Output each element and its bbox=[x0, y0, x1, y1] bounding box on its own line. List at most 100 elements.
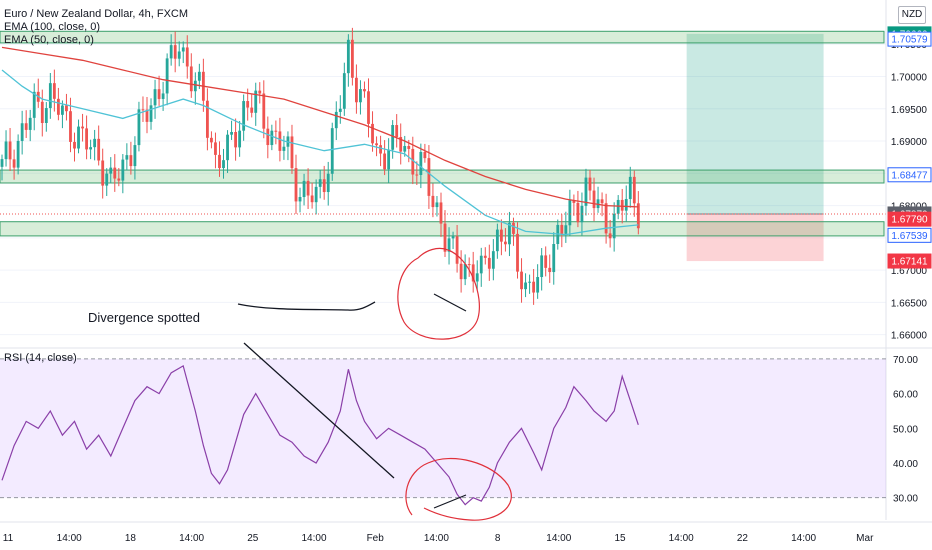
candle bbox=[568, 189, 572, 236]
candle-body bbox=[28, 117, 32, 130]
candle-body bbox=[516, 233, 519, 272]
candle-body bbox=[395, 125, 399, 137]
highlight-circle[interactable] bbox=[397, 247, 480, 340]
candle-body bbox=[20, 123, 24, 141]
candle bbox=[310, 182, 314, 209]
candle bbox=[560, 214, 564, 248]
candle-body bbox=[407, 146, 411, 149]
candle-body bbox=[334, 111, 338, 129]
candle bbox=[371, 111, 374, 152]
candle-body bbox=[310, 195, 314, 203]
candle bbox=[326, 161, 330, 206]
rsi-band bbox=[0, 358, 886, 499]
candle bbox=[286, 131, 290, 161]
candle bbox=[290, 124, 294, 174]
low-trendline[interactable] bbox=[433, 293, 467, 312]
candle-body bbox=[447, 238, 451, 252]
candle-body bbox=[524, 282, 527, 290]
candle-body bbox=[439, 202, 443, 224]
candle-body bbox=[161, 93, 165, 99]
candle-body bbox=[624, 199, 628, 211]
candle bbox=[604, 193, 608, 244]
candle-body bbox=[314, 186, 318, 203]
candle bbox=[536, 264, 540, 299]
price-label-text: 1.67141 bbox=[891, 257, 928, 268]
candle-body bbox=[604, 203, 608, 234]
candle-body bbox=[483, 255, 487, 258]
symbol-title[interactable]: Euro / New Zealand Dollar, 4h, FXCM bbox=[4, 8, 189, 20]
price-zone[interactable] bbox=[0, 169, 885, 184]
candle bbox=[197, 63, 201, 89]
time-tick-label: 14:00 bbox=[424, 533, 449, 544]
time-tick-label: 14:00 bbox=[301, 533, 326, 544]
candle-body bbox=[318, 179, 322, 187]
rsi-highlight-circle[interactable] bbox=[405, 457, 512, 521]
candle bbox=[552, 232, 556, 285]
candle bbox=[24, 110, 28, 138]
candle bbox=[491, 239, 495, 281]
candle bbox=[447, 227, 451, 265]
candle-body bbox=[628, 176, 632, 200]
candle-body bbox=[379, 145, 382, 154]
candle bbox=[48, 72, 52, 119]
divergence-trendline[interactable] bbox=[243, 342, 395, 479]
candle-body bbox=[145, 109, 149, 122]
candle-body bbox=[44, 108, 48, 124]
ema100-legend[interactable]: EMA (100, close, 0) bbox=[4, 21, 100, 33]
candle-body bbox=[560, 224, 564, 234]
price-label-box bbox=[887, 167, 932, 183]
candle-body bbox=[258, 90, 262, 94]
rsi-tick-label: 30.00 bbox=[893, 494, 918, 505]
candle bbox=[254, 82, 258, 126]
rsi-low-trendline[interactable] bbox=[433, 494, 467, 509]
price-zone[interactable] bbox=[0, 30, 885, 44]
candle bbox=[350, 27, 354, 86]
currency-badge[interactable]: NZD bbox=[898, 6, 926, 24]
ema-lines bbox=[0, 46, 886, 236]
candle bbox=[222, 148, 225, 179]
candle-body bbox=[459, 263, 463, 280]
candle bbox=[306, 168, 310, 210]
candle-body bbox=[129, 155, 133, 167]
candle-body bbox=[210, 137, 213, 143]
rsi-title[interactable]: RSI (14, close) bbox=[4, 352, 77, 364]
candle-body bbox=[568, 200, 572, 226]
candle-body bbox=[189, 66, 193, 92]
time-axis[interactable]: 11 14:00 18 14:00 25 14:00 Feb 14:00 8 14:00 15 14:… bbox=[0, 521, 932, 544]
long-position-tool[interactable] bbox=[686, 33, 824, 262]
candle-body bbox=[274, 130, 278, 132]
candle-body bbox=[564, 225, 568, 234]
candle bbox=[73, 132, 76, 162]
candle-body bbox=[12, 159, 16, 168]
rsi-drawings[interactable] bbox=[243, 342, 512, 521]
time-tick-label: 25 bbox=[247, 533, 259, 544]
candle bbox=[32, 83, 36, 131]
candle bbox=[483, 247, 487, 265]
candle bbox=[544, 246, 548, 277]
candle-body bbox=[367, 91, 370, 124]
candle-body bbox=[532, 281, 536, 293]
candle-body bbox=[169, 45, 173, 59]
target-zone[interactable] bbox=[686, 33, 824, 214]
freehand-curve[interactable] bbox=[237, 301, 376, 311]
candle bbox=[210, 131, 213, 149]
rsi-series-line bbox=[1, 364, 639, 506]
candle bbox=[16, 134, 20, 175]
price-tick-label: 1.69500 bbox=[891, 105, 928, 116]
price-drawings[interactable] bbox=[237, 247, 480, 340]
ema100-line bbox=[1, 46, 639, 208]
rsi-line bbox=[1, 364, 639, 506]
price-zone[interactable] bbox=[0, 221, 885, 237]
candle-body bbox=[8, 141, 12, 160]
divergence-annotation[interactable]: Divergence spotted bbox=[88, 310, 200, 325]
price-label: 1.68477 bbox=[887, 167, 932, 183]
candle-body bbox=[387, 149, 391, 170]
candle bbox=[69, 97, 72, 153]
stop-zone[interactable] bbox=[686, 213, 824, 262]
ema50-legend[interactable]: EMA (50, close, 0) bbox=[4, 34, 94, 46]
candle-body bbox=[512, 222, 515, 234]
price-label: 1.70579 bbox=[887, 31, 932, 47]
candle-body bbox=[427, 158, 431, 196]
candle bbox=[423, 143, 427, 163]
